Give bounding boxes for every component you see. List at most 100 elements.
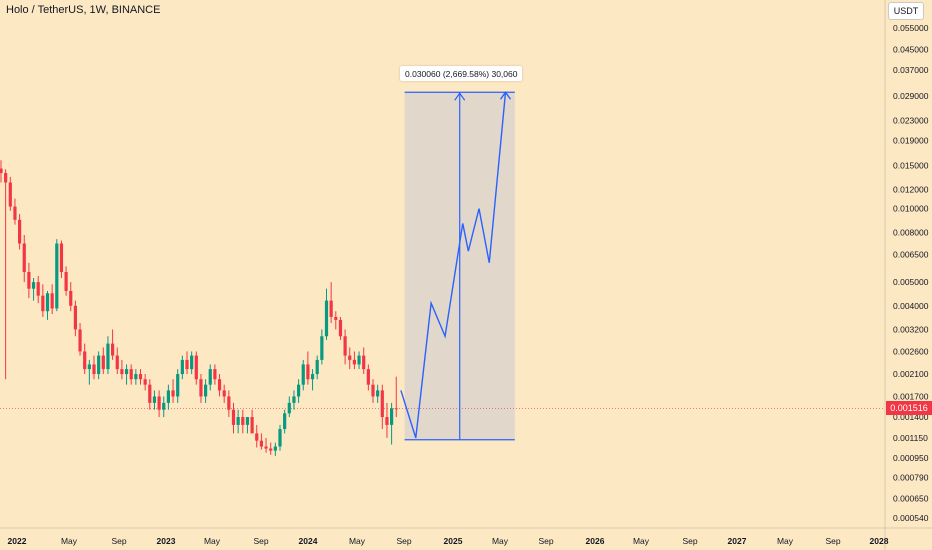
candle — [301, 359, 305, 391]
time-tick-label: 2023 — [157, 536, 176, 546]
candle — [73, 300, 77, 337]
price-tick-label: 0.015000 — [893, 161, 929, 171]
candle — [338, 316, 343, 340]
price-tick-label: 0.003200 — [893, 324, 929, 334]
candle — [287, 396, 291, 418]
candle-body — [59, 243, 64, 273]
candle-body — [255, 433, 259, 441]
currency-button[interactable]: USDT — [888, 2, 924, 20]
time-tick-label: 2026 — [586, 536, 605, 546]
candle — [83, 343, 87, 375]
time-tick-label: May — [61, 536, 78, 546]
candle-body — [338, 319, 343, 337]
price-tick-label: 0.002600 — [893, 346, 929, 356]
candle-body — [152, 396, 157, 403]
candle-body — [320, 336, 324, 360]
candle-body — [180, 359, 184, 375]
candle-body — [273, 446, 277, 451]
candle — [59, 240, 64, 278]
candle — [190, 351, 194, 375]
candle-body — [162, 402, 166, 410]
price-axis: 0.055000 0.045000 0.037000 0.029000 0.023000… — [893, 23, 929, 523]
candle-body — [171, 390, 175, 397]
candle — [157, 390, 161, 418]
candle-body — [348, 355, 352, 360]
candle — [394, 376, 398, 418]
measure-arrow-head — [454, 92, 466, 101]
candle-body — [227, 396, 231, 410]
candle — [55, 239, 59, 312]
candle — [41, 284, 45, 317]
candle — [152, 390, 157, 410]
candle — [292, 390, 296, 410]
candle-body — [343, 336, 347, 356]
candle-body — [241, 417, 245, 425]
candle-body — [129, 369, 133, 380]
candle — [306, 351, 310, 385]
candle-body — [371, 384, 375, 397]
candle — [385, 402, 389, 438]
time-tick-label: 2022 — [8, 536, 27, 546]
candle — [69, 282, 73, 312]
time-tick-label: 2027 — [728, 536, 747, 546]
candle-body — [83, 351, 87, 370]
projection-arrow-head — [499, 91, 512, 100]
candle — [278, 424, 282, 451]
chart-title: Holo / TetherUS, 1W, BINANCE — [6, 4, 161, 16]
candle-body — [13, 206, 17, 220]
candle — [180, 355, 184, 380]
candle-body — [292, 396, 296, 403]
candle-body — [245, 417, 250, 425]
candle-body — [324, 300, 329, 337]
price-tick-label: 0.000790 — [893, 473, 929, 483]
candle-body — [41, 295, 45, 312]
price-tick-label: 0.000950 — [893, 453, 929, 463]
candle — [324, 288, 329, 340]
candle-body — [111, 343, 115, 356]
price-tick-label: 0.055000 — [893, 23, 929, 33]
candle — [87, 359, 91, 385]
candle — [22, 235, 26, 283]
candle-body — [190, 355, 194, 370]
candle — [31, 277, 36, 301]
candle — [78, 323, 82, 356]
time-axis: 2022 May Sep 2023 May Sep 2024 May Sep 2025 May Sep… — [8, 536, 889, 546]
time-tick-label: 2028 — [870, 536, 889, 546]
candle-body — [134, 374, 138, 380]
candle-body — [278, 429, 282, 447]
candle — [4, 169, 8, 380]
candle — [231, 402, 236, 434]
candle — [124, 364, 129, 385]
candle-body — [315, 359, 319, 375]
candle-body — [64, 272, 68, 291]
candle-body — [55, 243, 59, 309]
time-tick-label: Sep — [538, 536, 553, 546]
candle-body — [297, 384, 301, 397]
price-tick-label: 0.019000 — [893, 136, 929, 146]
candle-body — [4, 173, 8, 183]
candle-body — [199, 379, 203, 397]
candle — [148, 379, 152, 410]
candle — [106, 336, 110, 375]
candle — [357, 351, 361, 370]
candle — [64, 266, 68, 296]
candle-body — [8, 182, 12, 207]
candle — [115, 347, 119, 375]
candle-body — [390, 408, 394, 425]
candles — [0, 160, 398, 456]
candle — [45, 290, 50, 320]
time-tick-label: Sep — [825, 536, 840, 546]
candle — [176, 369, 180, 403]
time-tick-label: May — [492, 536, 509, 546]
candle — [134, 369, 138, 385]
candle-body — [36, 282, 40, 296]
price-tick-label: 0.001150 — [893, 433, 928, 443]
candle-body — [69, 290, 73, 306]
projection-line[interactable] — [400, 92, 507, 439]
candle — [27, 262, 31, 299]
candle — [18, 214, 22, 250]
candle-body — [194, 355, 198, 380]
candle — [50, 284, 54, 315]
price-tick-label: 0.000540 — [893, 513, 929, 523]
